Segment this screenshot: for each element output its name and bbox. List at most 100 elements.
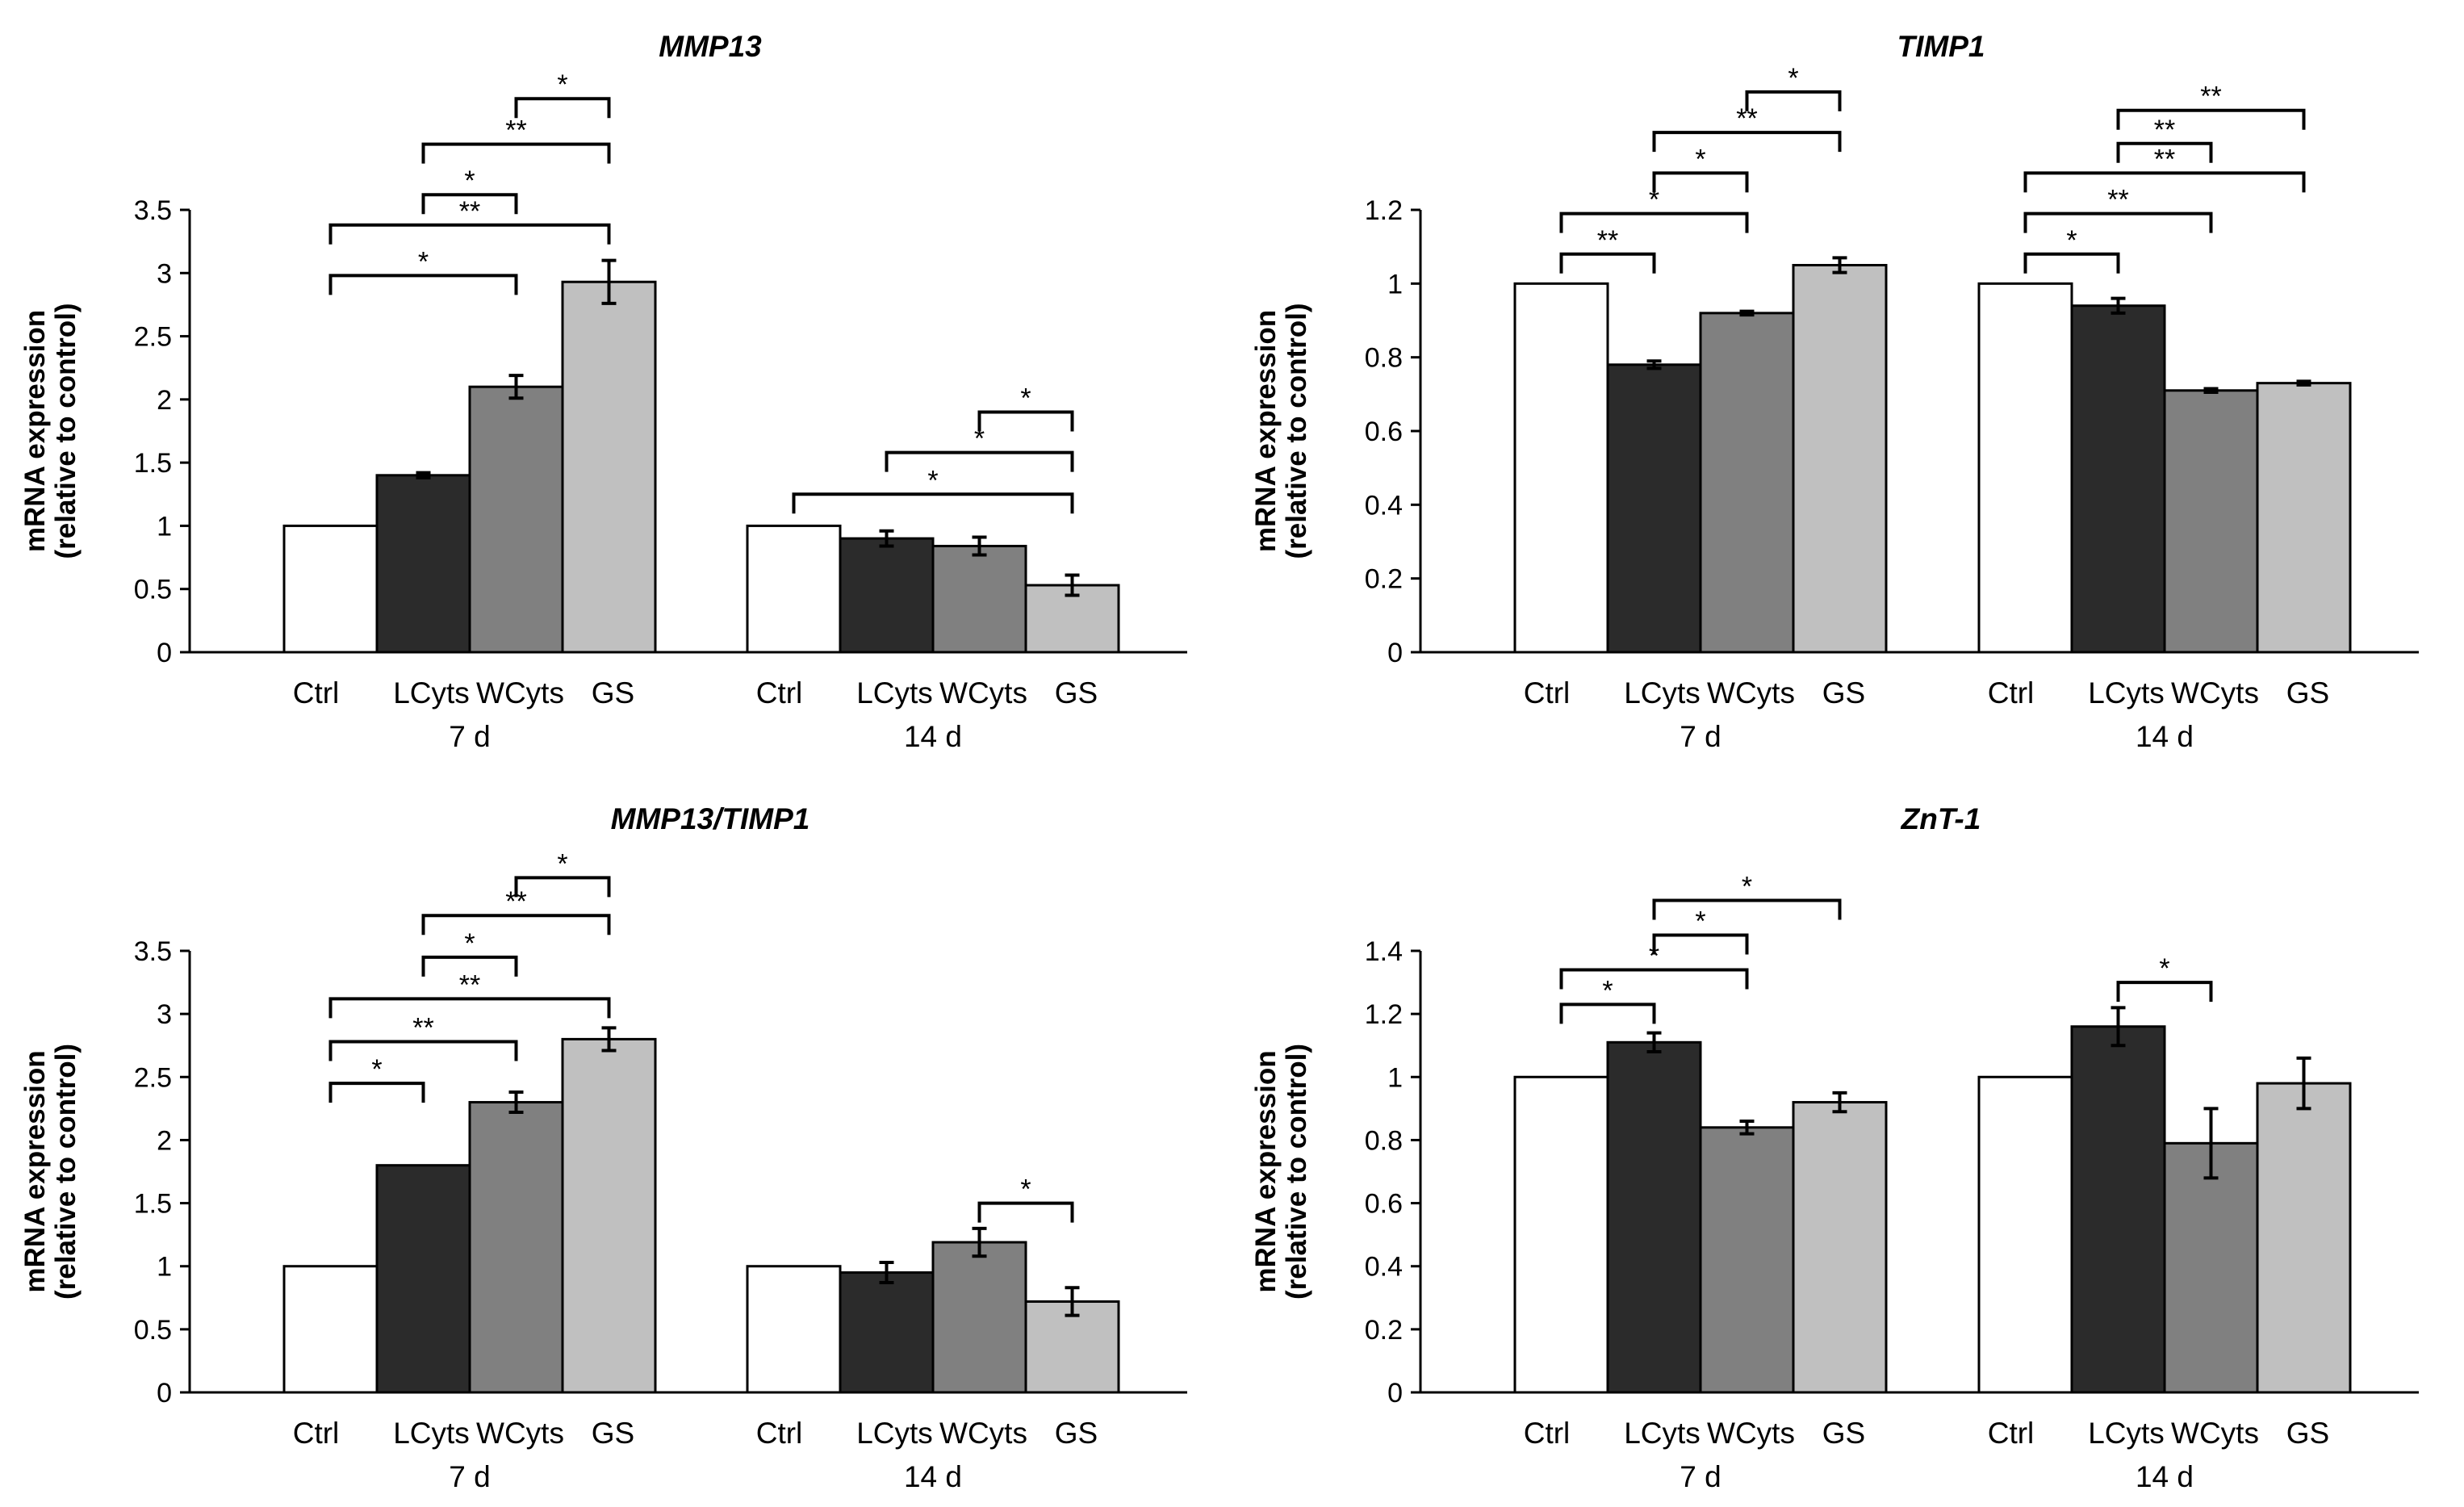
bracket-line xyxy=(1559,252,1656,274)
y-tick-label: 3.5 xyxy=(134,936,172,967)
y-tick-label: 1.5 xyxy=(134,1189,172,1220)
bar-ctrl xyxy=(746,1265,842,1394)
bar-wcyts xyxy=(468,1101,564,1394)
group-label: 14 d xyxy=(2136,720,2194,753)
y-tick-label: 0.5 xyxy=(134,1315,172,1346)
significance-bracket: * xyxy=(885,424,1074,472)
bracket-line xyxy=(2116,108,2306,130)
bracket-line xyxy=(514,876,611,898)
y-tick-label: 3 xyxy=(157,258,172,289)
bracket-line xyxy=(1559,1003,1656,1024)
bracket-line xyxy=(977,410,1074,432)
bar-lcyts xyxy=(2070,304,2166,654)
bar-wcyts xyxy=(2163,389,2259,654)
bracket-line xyxy=(421,142,611,164)
x-tick-label: GS xyxy=(2286,676,2329,710)
y-tick-label: 3 xyxy=(157,999,172,1030)
chart-panel-1: TIMP1 mRNA expression (relative to control… xyxy=(1250,30,2419,753)
bracket-line xyxy=(1652,898,1842,920)
significance-label: * xyxy=(1742,871,1752,902)
significance-label: ** xyxy=(2107,185,2128,216)
group-label: 7 d xyxy=(1680,1460,1721,1493)
y-tick-label: 0 xyxy=(157,1378,172,1409)
chart-panel-3: ZnT-1 mRNA expression (relative to control… xyxy=(1250,802,2419,1493)
significance-label: ** xyxy=(505,115,526,146)
x-tick-label: LCyts xyxy=(393,1417,470,1450)
chart-title: MMP13 xyxy=(659,30,762,63)
bar-wcyts xyxy=(931,1241,1027,1394)
bar-gs xyxy=(2256,1082,2352,1394)
significance-bracket: ** xyxy=(328,196,611,245)
significance-bracket: * xyxy=(421,928,518,977)
significance-label: ** xyxy=(2154,115,2175,145)
bracket-line xyxy=(1559,968,1749,990)
bracket-line xyxy=(1652,171,1749,193)
significance-label: * xyxy=(557,848,567,879)
x-tick-label: WCyts xyxy=(939,1417,1027,1450)
y-tick-label: 0 xyxy=(1387,638,1403,668)
x-tick-label: Ctrl xyxy=(756,676,803,710)
bar-lcyts xyxy=(1606,1040,1702,1394)
y-tick-label: 2.5 xyxy=(134,1062,172,1093)
y-tick-label: 1.5 xyxy=(134,448,172,479)
bar-wcyts xyxy=(931,544,1027,654)
significance-label: * xyxy=(1020,1174,1031,1205)
x-tick-label: LCyts xyxy=(2088,1417,2165,1450)
x-tick-label: LCyts xyxy=(2088,676,2165,710)
significance-bracket: * xyxy=(1652,144,1749,193)
significance-bracket: ** xyxy=(328,1013,518,1061)
y-tick-label: 1 xyxy=(157,511,172,542)
x-tick-label: GS xyxy=(592,1417,634,1450)
bracket-line xyxy=(328,223,611,245)
x-tick-label: WCyts xyxy=(2171,676,2259,710)
y-axis-label: mRNA expression xyxy=(1250,310,1282,552)
significance-bracket: * xyxy=(1652,871,1842,920)
y-tick-label: 0.2 xyxy=(1365,1315,1403,1346)
x-tick-label: GS xyxy=(1055,1417,1098,1450)
group-label: 14 d xyxy=(904,720,962,753)
bar-ctrl xyxy=(1977,282,2073,654)
chart-title: ZnT-1 xyxy=(1901,802,1981,835)
significance-bracket: ** xyxy=(2116,82,2306,130)
bar-ctrl xyxy=(1513,1075,1609,1394)
significance-label: * xyxy=(1788,63,1798,94)
bracket-line xyxy=(977,1201,1074,1223)
significance-bracket: * xyxy=(1559,975,1656,1024)
y-tick-label: 0.4 xyxy=(1365,490,1403,521)
y-tick-label: 0 xyxy=(1387,1378,1403,1409)
significance-label: * xyxy=(371,1054,382,1085)
y-tick-label: 0 xyxy=(157,638,172,668)
y-tick-label: 0.8 xyxy=(1365,343,1403,374)
x-tick-label: WCyts xyxy=(939,676,1027,710)
y-tick-label: 0.5 xyxy=(134,575,172,605)
significance-bracket: ** xyxy=(2023,144,2306,193)
x-tick-label: GS xyxy=(2286,1417,2329,1450)
bracket-line xyxy=(2116,981,2213,1003)
significance-label: * xyxy=(557,69,567,100)
y-axis-label: mRNA expression xyxy=(19,1050,51,1292)
bracket-line xyxy=(1652,933,1749,955)
chart-title: TIMP1 xyxy=(1897,30,1985,63)
bar-lcyts xyxy=(375,474,471,654)
bar-gs xyxy=(561,1037,657,1394)
x-tick-label: WCyts xyxy=(476,676,564,710)
significance-label: * xyxy=(1649,185,1659,216)
bar-ctrl xyxy=(1977,1075,2073,1394)
x-tick-label: Ctrl xyxy=(756,1417,803,1450)
y-tick-label: 1 xyxy=(1387,269,1403,299)
bar-ctrl xyxy=(1513,282,1609,654)
y-tick-label: 2 xyxy=(157,1125,172,1156)
y-axis-label: (relative to control) xyxy=(1281,303,1312,559)
significance-bracket: * xyxy=(1652,906,1749,955)
y-tick-label: 0.6 xyxy=(1365,417,1403,447)
significance-label: ** xyxy=(2154,144,2175,174)
bar-gs xyxy=(1792,1101,1888,1394)
y-tick-label: 1.2 xyxy=(1365,999,1403,1030)
chart-panel-2: MMP13/TIMP1 mRNA expression (relative to c… xyxy=(19,802,1187,1493)
significance-label: * xyxy=(1695,144,1705,174)
y-tick-label: 0.2 xyxy=(1365,564,1403,595)
significance-label: * xyxy=(1602,975,1613,1006)
y-tick-label: 0.4 xyxy=(1365,1252,1403,1283)
significance-label: ** xyxy=(459,969,480,1000)
significance-label: * xyxy=(974,424,985,454)
